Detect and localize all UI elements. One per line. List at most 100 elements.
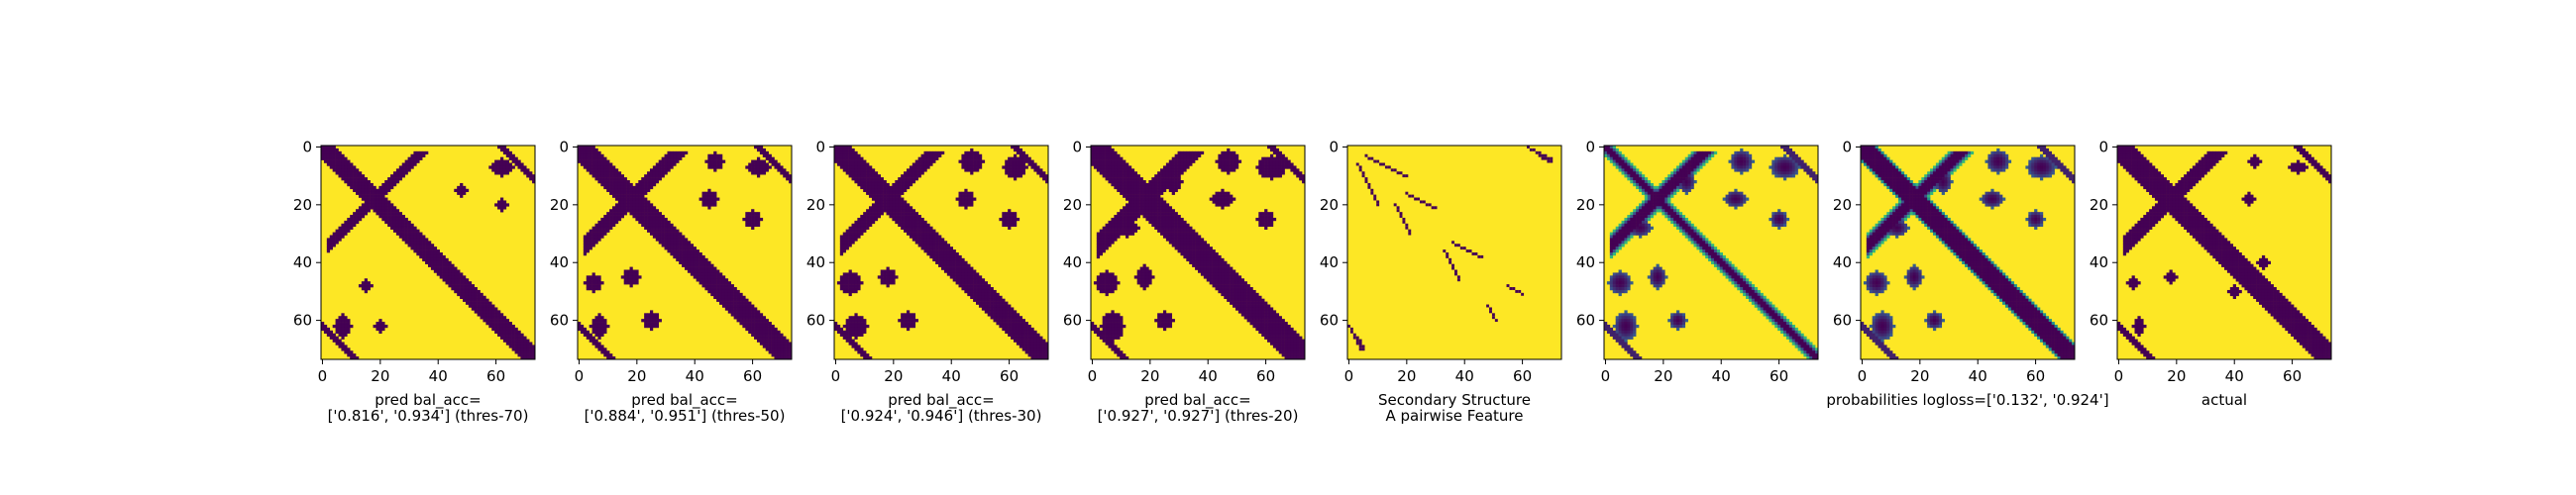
heatmap-cell bbox=[600, 350, 604, 354]
heatmap-cell bbox=[1171, 215, 1175, 219]
heatmap-cell bbox=[898, 200, 902, 204]
heatmap-cell bbox=[1168, 226, 1173, 230]
heatmap-cell bbox=[976, 272, 980, 276]
heatmap-cell bbox=[716, 284, 720, 288]
heatmap-cell bbox=[378, 212, 382, 216]
heatmap-cell bbox=[670, 235, 674, 239]
heatmap-cell bbox=[943, 260, 948, 264]
heatmap-cell bbox=[454, 289, 458, 294]
heatmap-cell bbox=[335, 327, 339, 332]
heatmap-cell bbox=[851, 177, 855, 181]
heatmap-cell bbox=[996, 319, 1000, 323]
heatmap-cell bbox=[889, 191, 893, 195]
heatmap-cell bbox=[736, 301, 740, 305]
heatmap-cell bbox=[457, 284, 461, 288]
heatmap-cell bbox=[597, 162, 601, 166]
heatmap-cell bbox=[1123, 182, 1127, 187]
heatmap-cell bbox=[892, 182, 896, 187]
heatmap-cell bbox=[1154, 174, 1158, 178]
heatmap-cell bbox=[430, 244, 435, 248]
heatmap-cell bbox=[967, 159, 971, 163]
heatmap-cell bbox=[721, 159, 726, 163]
heatmap-cell bbox=[912, 226, 916, 230]
heatmap-cell bbox=[523, 353, 527, 357]
heatmap-cell bbox=[1157, 194, 1161, 198]
heatmap-cell bbox=[904, 313, 908, 317]
heatmap-cell bbox=[373, 191, 376, 195]
heatmap-cell bbox=[1258, 171, 1262, 175]
heatmap-cell bbox=[1126, 223, 1129, 228]
heatmap-cell bbox=[361, 287, 366, 291]
heatmap-cell bbox=[1127, 232, 1132, 236]
heatmap-cell bbox=[845, 159, 849, 163]
heatmap-cell bbox=[1030, 356, 1034, 360]
heatmap-cell bbox=[1227, 278, 1231, 282]
heatmap-cell bbox=[384, 197, 388, 201]
heatmap-cell bbox=[860, 168, 864, 172]
heatmap-cell bbox=[468, 295, 473, 299]
heatmap-cell bbox=[682, 252, 686, 256]
heatmap-cell bbox=[713, 292, 717, 297]
heatmap-cell bbox=[358, 188, 363, 192]
heatmap-cell bbox=[1099, 241, 1103, 245]
heatmap-cell bbox=[381, 182, 385, 187]
heatmap-cell bbox=[676, 252, 680, 256]
heatmap-cell bbox=[390, 182, 394, 187]
heatmap-cell bbox=[943, 257, 948, 262]
heatmap-cell bbox=[1261, 217, 1265, 222]
heatmap-cell bbox=[480, 298, 483, 302]
heatmap-cell bbox=[591, 275, 595, 279]
heatmap-cell bbox=[1002, 215, 1006, 219]
heatmap-cell bbox=[961, 272, 965, 276]
heatmap-cell bbox=[1133, 203, 1137, 207]
heatmap-cell bbox=[1105, 165, 1109, 169]
heatmap-cell bbox=[701, 275, 705, 279]
heatmap-cell bbox=[739, 304, 743, 308]
heatmap-cell bbox=[1192, 254, 1196, 259]
heatmap-cell bbox=[603, 171, 607, 175]
heatmap-cell bbox=[886, 212, 890, 216]
heatmap-cell bbox=[707, 153, 711, 157]
heatmap-cell bbox=[647, 174, 651, 178]
heatmap-cell bbox=[1243, 284, 1247, 288]
heatmap-cell bbox=[465, 289, 470, 294]
heatmap-cell bbox=[491, 327, 495, 332]
heatmap-cell bbox=[1142, 212, 1146, 216]
heatmap-cell bbox=[745, 316, 749, 320]
heatmap-cell bbox=[851, 339, 855, 343]
heatmap-cell bbox=[603, 319, 607, 323]
heatmap-cell bbox=[754, 324, 758, 329]
heatmap-cell bbox=[687, 269, 692, 273]
heatmap-cell bbox=[874, 185, 879, 190]
heatmap-cell bbox=[632, 212, 636, 216]
heatmap-cell bbox=[395, 174, 400, 178]
heatmap-cell bbox=[923, 241, 927, 245]
heatmap-cell bbox=[1221, 284, 1225, 288]
heatmap-cell bbox=[1218, 197, 1222, 201]
heatmap-cell bbox=[742, 217, 746, 222]
heatmap-cell bbox=[1096, 165, 1101, 169]
heatmap-cell bbox=[483, 301, 486, 305]
heatmap-cell bbox=[392, 180, 397, 184]
heatmap-cell bbox=[834, 324, 838, 329]
heatmap-cell bbox=[586, 235, 590, 239]
heatmap-cell bbox=[1036, 165, 1040, 169]
heatmap-cell bbox=[583, 327, 588, 332]
heatmap-cell bbox=[848, 150, 852, 155]
heatmap-cell bbox=[353, 185, 357, 190]
heatmap-cell bbox=[719, 272, 723, 276]
heatmap-cell bbox=[387, 212, 391, 216]
heatmap-cell bbox=[912, 171, 916, 175]
heatmap-cell bbox=[1126, 177, 1129, 181]
heatmap-cell bbox=[976, 301, 980, 305]
heatmap-cell bbox=[839, 244, 844, 248]
heatmap-cell bbox=[428, 241, 432, 245]
heatmap-cell bbox=[1168, 185, 1173, 190]
heatmap-cell bbox=[704, 191, 708, 195]
heatmap-cell bbox=[410, 244, 414, 248]
heatmap-cell bbox=[1243, 287, 1247, 291]
heatmap-cell bbox=[967, 197, 971, 201]
heatmap-cell bbox=[580, 153, 585, 157]
heatmap-cell bbox=[1024, 347, 1028, 351]
heatmap-cell bbox=[649, 217, 654, 222]
